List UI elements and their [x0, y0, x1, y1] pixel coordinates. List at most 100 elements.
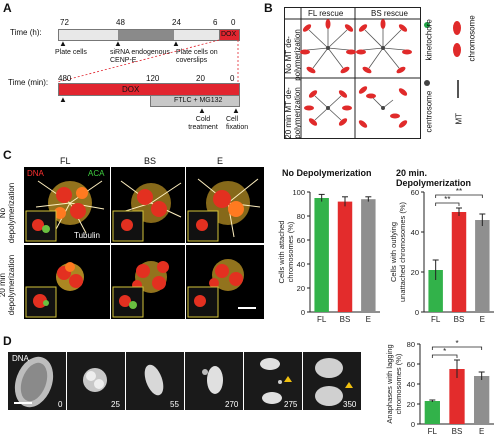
aca-channel-label: ACA	[88, 169, 105, 178]
chart2-sig-bracket	[435, 202, 460, 206]
col-bs-rescue: BS rescue	[371, 9, 408, 18]
micrograph-fl-no-depoly: DNA ACA Tubulin	[24, 167, 110, 243]
timelapse-frame-270: 270	[185, 352, 243, 410]
col-fl-rescue: FL rescue	[308, 9, 344, 18]
chart3-ytick-label: 0	[411, 420, 415, 429]
dox-label-top: DOX	[221, 31, 237, 38]
fl-rescue-no-depoly	[306, 26, 350, 69]
timelapse-frame-25: 25	[67, 352, 125, 410]
col-label-bs: BS	[144, 156, 157, 166]
schematic-grid	[285, 8, 420, 138]
chart1-ylabel: Cells with attachedchromosomes (%)	[278, 221, 295, 284]
frame-time-350: 350	[343, 400, 357, 409]
legend-chromosome-marker	[453, 21, 461, 57]
chart2-category-label: BS	[454, 315, 465, 324]
tick-20min: 20	[196, 74, 205, 83]
legend-kinetochore-marker	[424, 22, 430, 28]
frame-time-55: 55	[170, 400, 179, 409]
chart1-ylabel-line: chromosomes (%)	[286, 221, 295, 282]
chart2-sig-stars: **	[444, 195, 450, 204]
chart-no-depolymerization: 0 20 40 60 80 100 Cells with attachedchromosom…	[278, 188, 380, 324]
tick-0min: 0	[230, 74, 235, 83]
legend-chromosome: chromosome	[467, 15, 477, 62]
frame-time-25: 25	[111, 400, 120, 409]
zoom-lines	[57, 39, 239, 83]
micrograph-bs-20min	[111, 245, 185, 319]
ftlc-bar	[150, 95, 240, 107]
chart3-sig-bracket	[431, 354, 458, 358]
dna-label-d: DNA	[12, 354, 29, 363]
chart2-ylabel-line: unattached chromosomes (%)	[398, 201, 407, 302]
event-plate-coverslips: Plate cells on coverslips	[176, 49, 218, 64]
tick-48h: 48	[116, 18, 125, 27]
tick-6h: 6	[213, 18, 218, 27]
timelapse-frame-350: 350	[303, 352, 361, 410]
tick-120min: 120	[146, 74, 160, 83]
row-label-20min-depoly: 20 min depolymerization	[0, 254, 16, 316]
chart3-ylabel-line: Anaphases with lagging	[385, 344, 394, 423]
chart3-bar-fl	[424, 401, 440, 424]
chart1-ylabel-line: Cells with attached	[278, 221, 286, 284]
chart3-ylabel-line: chromosomes (%)	[394, 353, 403, 414]
dox-segment-top	[219, 29, 240, 41]
chart1-ytick-label: 40	[297, 260, 305, 269]
chart3-category-label: FL	[428, 427, 438, 436]
chart1-ytick-label: 100	[292, 188, 305, 197]
chart2-ytick-label: 20	[411, 268, 419, 277]
timelapse-frame-55: 55	[126, 352, 184, 410]
frame-time-270: 270	[225, 400, 239, 409]
chart2-ytick-label: 0	[415, 308, 419, 317]
marker-sirna: ▲	[114, 39, 122, 48]
chart2-ytick-label: 60	[411, 188, 419, 197]
event-cold: Cold treatment	[188, 116, 218, 131]
chart1-category-label: BS	[340, 315, 351, 324]
chart1-category-label: FL	[317, 315, 327, 324]
panel-d-label: D	[3, 334, 12, 348]
event-sirna: siRNA endogenous CENP-E	[110, 49, 170, 64]
timelapse-frame-0: DNA 0	[8, 352, 66, 410]
row-label-no-depoly: No depolymerization	[0, 182, 16, 244]
marker-fixation: ▲	[232, 106, 240, 115]
dna-channel-label: DNA	[27, 169, 44, 178]
event-fixation: Cell fixation	[226, 116, 249, 131]
panel-a-timeline: Time (h): 72 48 24 6 0 DOX ▲ ▲ ▲ Plate c…	[0, 0, 250, 160]
chart3-bar-bs	[449, 369, 465, 424]
panel-a-label: A	[3, 1, 12, 15]
marker-plate-cells: ▲	[59, 39, 67, 48]
panel-c-label: C	[3, 148, 12, 162]
dox-label-bottom: DOX	[122, 85, 140, 94]
event-plate-cells: Plate cells	[55, 49, 87, 56]
legend-mt-marker	[457, 80, 459, 98]
chart-20min-depolymerization: 0 20 40 60 Cells with outlyingunattached chr…	[390, 187, 494, 324]
timelapse-frame-275: 275	[244, 352, 302, 410]
tubulin-channel-label: Tubulin	[74, 231, 100, 240]
chart1-bar-bs	[337, 201, 353, 312]
frame-time-275: 275	[284, 400, 298, 409]
ftlc-label: FTLC + MG132	[174, 97, 223, 104]
dox-bar-bottom	[58, 83, 240, 96]
chart2-title: 20 min. Depolymerization	[396, 168, 472, 188]
marker-cold: ▲	[198, 106, 206, 115]
chart1-ytick-label: 20	[297, 284, 305, 293]
col-label-fl: FL	[60, 156, 71, 166]
chart1-bar-e	[361, 199, 376, 312]
chart1-category-label: E	[366, 315, 371, 324]
chart3-sig-stars: *	[455, 339, 458, 348]
chart2-ytick-label: 40	[411, 228, 419, 237]
panel-b-legend: kinetochore chromosome centrosome MT	[421, 8, 499, 138]
marker-plate-coverslips: ▲	[172, 39, 180, 48]
legend-centrosome-marker	[424, 80, 430, 86]
frame-time-0: 0	[58, 400, 63, 409]
chart1-title: No Depolymerization	[282, 168, 372, 178]
micrograph-e-20min	[186, 245, 264, 319]
micrograph-e-no-depoly	[186, 167, 264, 243]
chart3-ytick-label: 80	[407, 340, 415, 349]
chart1-ytick-label: 60	[297, 236, 305, 245]
chart3-bar-e	[474, 376, 490, 424]
chart2-bar-fl	[428, 270, 443, 312]
chart3-category-label: BS	[452, 427, 463, 436]
tick-24h: 24	[172, 18, 181, 27]
chart3-sig-stars: *	[443, 347, 446, 356]
chart2-bar-e	[475, 220, 490, 312]
chart1-ytick-label: 80	[297, 212, 305, 221]
